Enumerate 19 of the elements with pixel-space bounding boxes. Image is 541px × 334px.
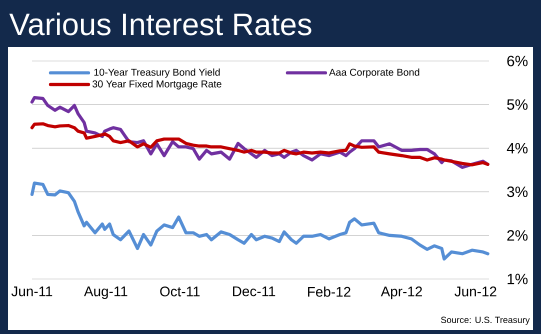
x-tick-label: Apr-12: [380, 286, 422, 300]
y-tick-label: 5%: [507, 99, 528, 110]
legend-label: 30 Year Fixed Mortgage Rate: [92, 80, 222, 90]
x-tick-label: Oct-11: [160, 286, 200, 296]
chart-title: Various Interest Rates: [9, 12, 312, 36]
legend-label: Aaa Corporate Bond: [329, 68, 420, 78]
y-tick-label: 2%: [507, 230, 528, 241]
y-tick-label: 4%: [506, 142, 528, 154]
x-tick-label: Aug-11: [84, 286, 128, 300]
x-tick-label: Jun-11: [11, 286, 52, 296]
y-tick-label: 3%: [507, 186, 528, 198]
x-tick-label: Feb-12: [308, 286, 350, 297]
y-tick-label: 1%: [508, 274, 528, 284]
legend-label: 10-Year Treasury Bond Yield: [94, 68, 220, 78]
line-series: [30, 181, 490, 261]
y-tick-label: 6%: [507, 56, 528, 66]
source-note: Source: U.S. Treasury: [441, 316, 530, 325]
x-tick-label: Dec-11: [233, 286, 276, 296]
x-tick-label: Jun-12: [454, 286, 496, 296]
